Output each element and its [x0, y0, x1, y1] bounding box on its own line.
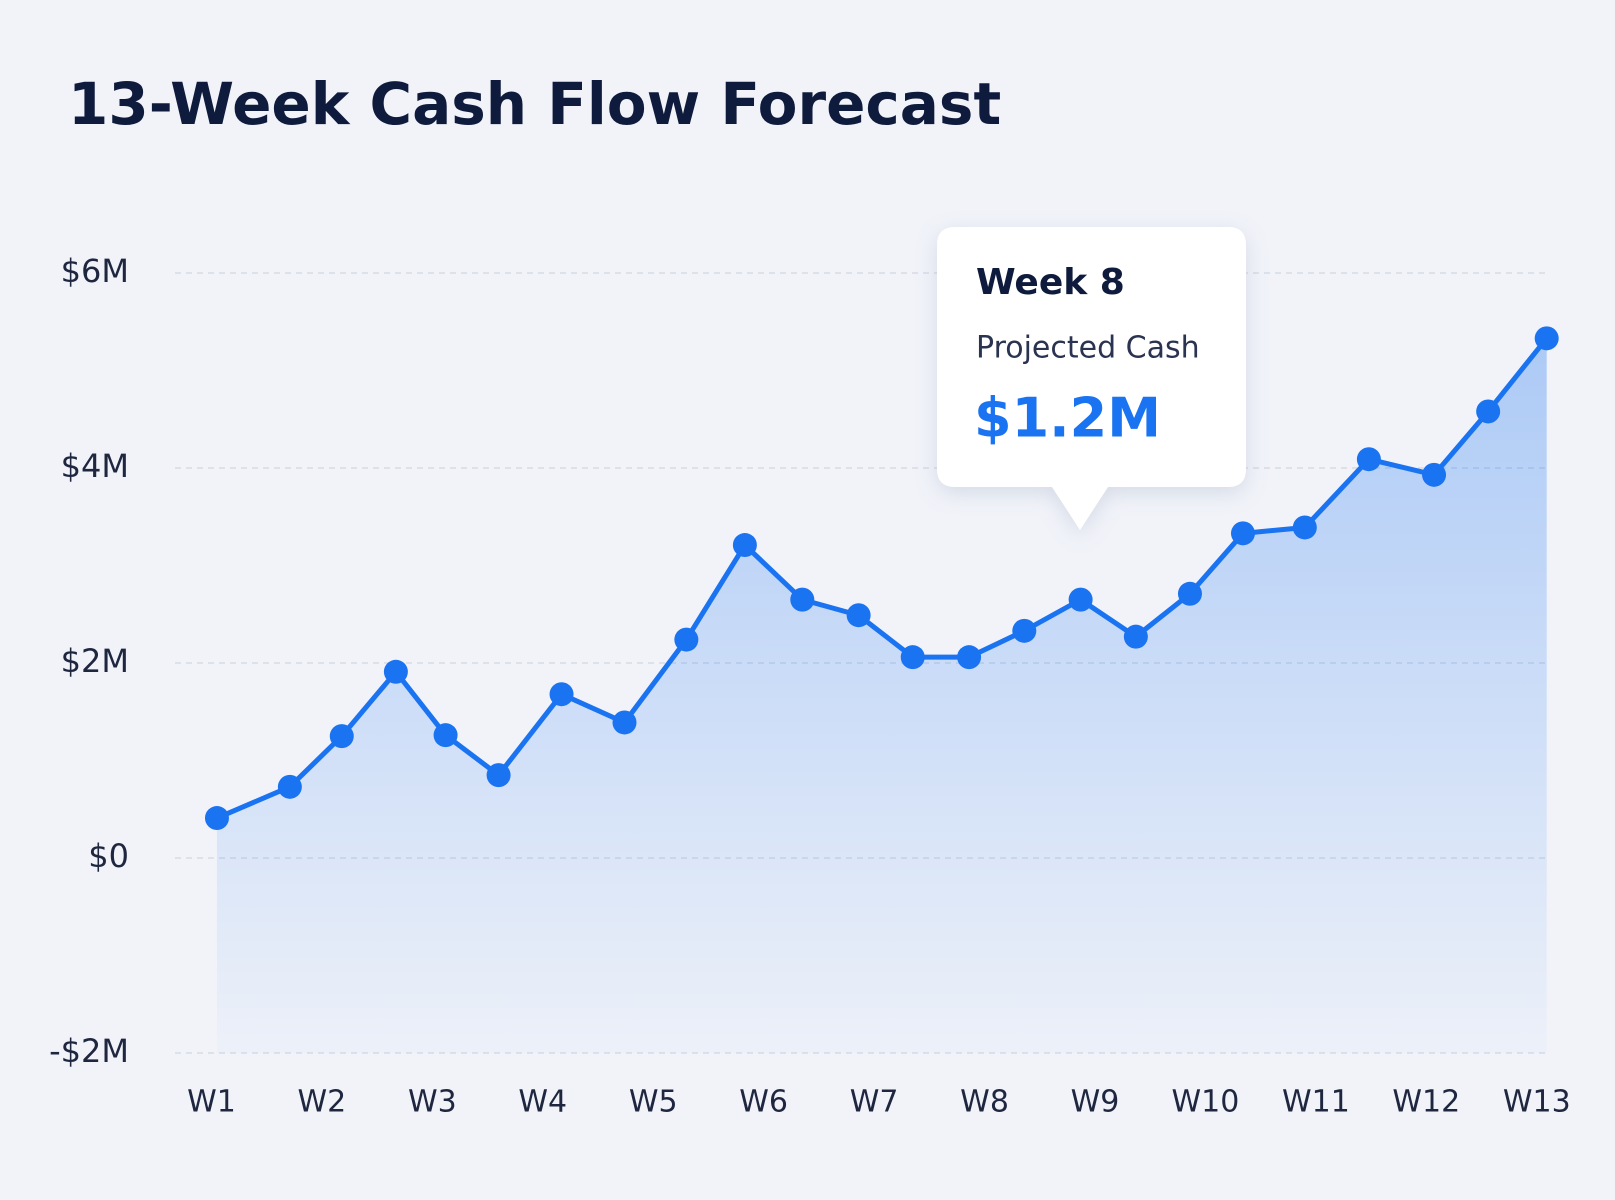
tooltip: Week 8 Projected Cash $1.2M [937, 227, 1246, 530]
tooltip-label: Projected Cash [976, 331, 1200, 366]
x-tick-label: W5 [629, 1085, 678, 1120]
point [1534, 326, 1559, 351]
y-tick-label: $6M [61, 252, 129, 290]
point [1230, 521, 1255, 546]
x-tick-label: W9 [1071, 1085, 1120, 1120]
x-tick-label: W2 [298, 1085, 347, 1120]
point [433, 723, 458, 748]
point [1476, 399, 1501, 424]
x-tick-label: W8 [960, 1085, 1009, 1120]
point [277, 774, 302, 799]
plot: -$2M $0 $2M $4M $6M W1 W2 W3 W4 W5 W6 W7 W8 W9 W10 W11 W… [49, 252, 1571, 1120]
y-tick-label: $0 [88, 837, 129, 875]
x-tick-label: W1 [187, 1085, 236, 1120]
x-tick-label: W12 [1392, 1085, 1460, 1120]
y-tick-label: -$2M [49, 1032, 129, 1070]
x-tick-label: W10 [1171, 1085, 1239, 1120]
point [486, 763, 511, 788]
point [846, 603, 871, 628]
point [1292, 515, 1317, 540]
x-tick-label: W13 [1503, 1085, 1571, 1120]
point [1123, 624, 1148, 649]
point [329, 724, 354, 749]
point [900, 645, 925, 670]
tooltip-value: $1.2M [974, 387, 1161, 450]
x-tick-label: W6 [739, 1085, 788, 1120]
tooltip-title: Week 8 [976, 262, 1125, 303]
point [790, 587, 815, 612]
line [215, 336, 1549, 821]
x-tick-label: W4 [518, 1085, 567, 1120]
point [1012, 618, 1037, 643]
area [216, 338, 1547, 1053]
point [1068, 587, 1093, 612]
point [1422, 462, 1447, 487]
point [1177, 581, 1202, 606]
y-tick-label: $2M [61, 642, 129, 680]
point [383, 659, 408, 684]
x-tick-label: W11 [1282, 1085, 1350, 1120]
point [957, 645, 982, 670]
point [1356, 447, 1381, 472]
point [204, 806, 229, 831]
chart-title: 13-Week Cash Flow Forecast [68, 70, 1001, 138]
point [732, 533, 757, 558]
x-tick-label: W3 [408, 1085, 457, 1120]
point [612, 710, 637, 735]
point [549, 682, 574, 707]
y-tick-label: $4M [61, 447, 129, 485]
x-tick-label: W7 [850, 1085, 899, 1120]
point [674, 627, 699, 652]
tooltip-box [937, 227, 1246, 530]
